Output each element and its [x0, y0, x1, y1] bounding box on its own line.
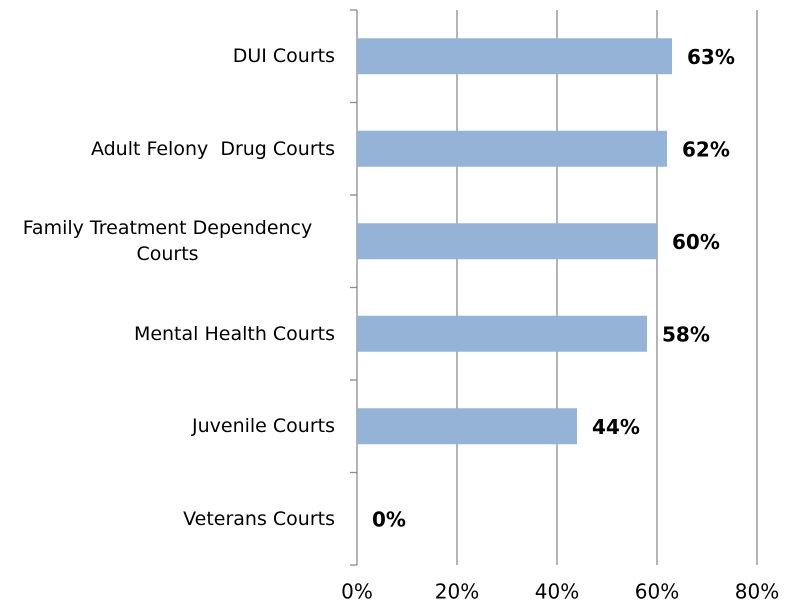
x-tick-label: 80% [735, 580, 779, 604]
category-text: Veterans Courts [183, 507, 335, 530]
y-tick-label: Adult Felony Drug Courts [0, 136, 335, 162]
bar [357, 38, 672, 75]
value-label: 58% [662, 322, 710, 346]
value-label: 0% [372, 507, 406, 531]
y-tick-label: Veterans Courts [0, 506, 335, 532]
category-text: Adult Felony Drug Courts [90, 137, 335, 160]
category-text: Mental Health Courts [133, 322, 335, 345]
bar [357, 130, 667, 167]
value-label: 63% [687, 45, 735, 69]
bar [357, 315, 647, 352]
category-text: Juvenile Courts [191, 415, 335, 438]
x-tick-label: 0% [341, 580, 373, 604]
y-tick-label: Mental Health Courts [0, 321, 335, 347]
x-tick-label: 40% [535, 580, 579, 604]
category-text: Family Treatment Dependency Courts [22, 217, 319, 266]
value-label: 60% [672, 230, 720, 254]
category-text: DUI Courts [232, 45, 335, 68]
bar [357, 408, 577, 445]
value-label: 44% [592, 415, 640, 439]
y-tick-label: DUI Courts [0, 43, 335, 69]
y-tick-label: Family Treatment Dependency Courts [0, 215, 335, 267]
y-tick-label: Juvenile Courts [0, 413, 335, 439]
x-tick-label: 60% [635, 580, 679, 604]
x-tick-label: 20% [435, 580, 479, 604]
value-label: 62% [682, 137, 730, 161]
bar [357, 223, 657, 260]
